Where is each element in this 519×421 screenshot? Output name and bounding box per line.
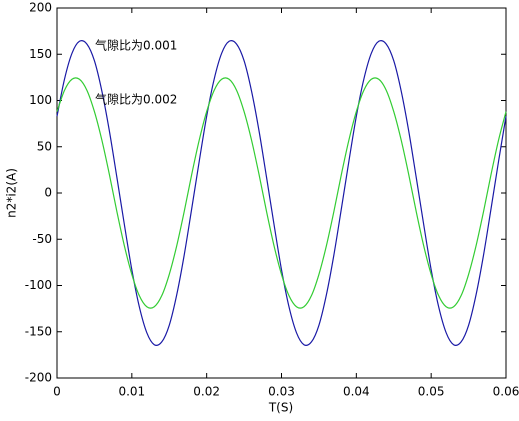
y-tick-label: -50 [32, 232, 52, 246]
x-tick-label: 0.03 [268, 385, 295, 399]
y-tick-label: -100 [25, 278, 52, 292]
x-tick-label: 0 [53, 385, 61, 399]
series-label: 气隙比为0.001 [95, 38, 177, 53]
plot-frame [56, 7, 507, 379]
x-tick-label: 0.06 [493, 385, 519, 399]
y-tick-label: 50 [37, 139, 52, 153]
y-tick-label: -200 [25, 371, 52, 385]
y-axis-label: n2*i2(A) [5, 168, 19, 218]
x-tick-label: 0.05 [418, 385, 445, 399]
y-tick-label: 100 [29, 93, 52, 107]
series-label: 气隙比为0.002 [95, 92, 177, 107]
y-tick-label: -150 [25, 324, 52, 338]
x-axis-label: T(S) [268, 401, 293, 415]
x-tick-label: 0.04 [343, 385, 370, 399]
y-tick-label: 150 [29, 47, 52, 61]
series-line [56, 40, 507, 346]
y-tick-label: 200 [29, 1, 52, 15]
x-tick-label: 0.02 [193, 385, 220, 399]
x-tick-label: 0.01 [118, 385, 145, 399]
series-line [56, 77, 507, 309]
y-tick-label: 0 [44, 186, 52, 200]
